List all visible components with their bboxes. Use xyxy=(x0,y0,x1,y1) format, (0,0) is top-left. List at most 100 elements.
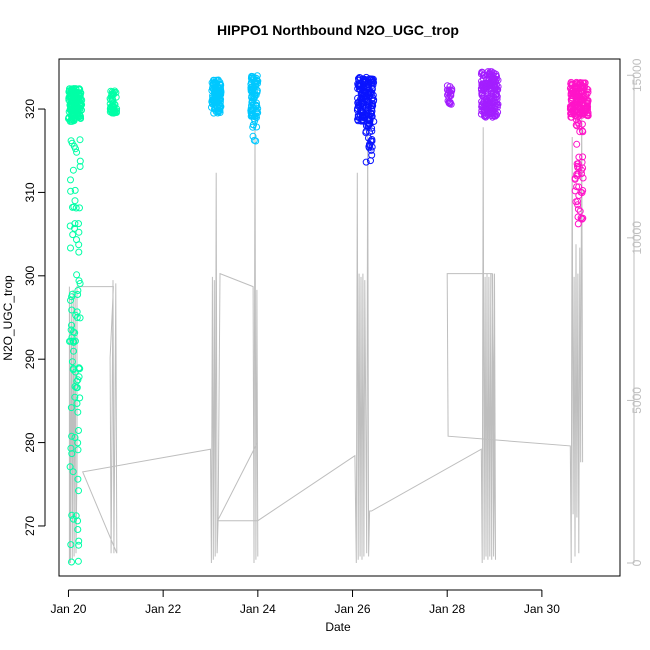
y2-tick-label: 15000 xyxy=(630,58,644,92)
data-point xyxy=(579,187,587,194)
data-point xyxy=(361,113,369,120)
data-point xyxy=(358,107,366,114)
data-point xyxy=(107,92,115,100)
data-point xyxy=(71,197,79,205)
data-point xyxy=(75,248,83,256)
data-point xyxy=(71,224,78,232)
data-point xyxy=(583,106,591,114)
data-point xyxy=(75,228,83,236)
data-point xyxy=(493,86,501,94)
data-point xyxy=(368,109,375,117)
data-point xyxy=(576,128,584,136)
data-point xyxy=(355,75,362,83)
data-point xyxy=(73,108,80,116)
data-point xyxy=(445,87,453,95)
data-point xyxy=(367,76,374,84)
data-point xyxy=(367,146,375,154)
axes-layer: Jan 20 Jan 22 Jan 24 Jan 26 Jan 28 Jan 30 270 2… xyxy=(23,58,644,616)
data-point xyxy=(69,166,77,174)
data-point xyxy=(73,400,81,407)
data-point xyxy=(577,88,585,96)
data-point xyxy=(575,120,583,128)
data-point xyxy=(67,176,74,184)
data-point xyxy=(359,75,367,83)
data-point xyxy=(358,93,366,101)
y-tick-label: 320 xyxy=(23,99,37,119)
points-layer xyxy=(65,68,592,566)
data-point xyxy=(67,337,75,345)
data-point xyxy=(574,205,582,213)
data-point xyxy=(356,82,364,89)
data-point xyxy=(367,112,375,120)
data-point xyxy=(74,287,82,294)
x-tick-label: Jan 24 xyxy=(240,602,276,616)
data-point xyxy=(480,71,488,79)
data-point xyxy=(570,92,578,100)
data-point xyxy=(362,158,370,166)
data-point xyxy=(578,111,586,119)
data-point xyxy=(217,89,225,97)
data-point xyxy=(74,92,82,99)
data-point xyxy=(69,328,77,336)
data-point xyxy=(367,88,375,96)
data-point xyxy=(75,541,83,549)
data-point xyxy=(251,117,259,125)
data-point xyxy=(71,329,79,337)
data-point xyxy=(75,220,82,228)
data-point xyxy=(72,204,80,212)
data-point xyxy=(74,526,82,533)
data-point xyxy=(253,99,260,107)
data-point xyxy=(578,215,586,223)
data-point xyxy=(247,104,255,112)
data-point xyxy=(76,157,84,165)
data-point xyxy=(68,293,76,301)
data-point xyxy=(76,365,84,373)
data-point xyxy=(68,432,76,440)
data-point xyxy=(68,511,76,519)
data-point xyxy=(68,321,75,329)
data-point xyxy=(249,97,257,105)
data-point xyxy=(74,291,82,298)
data-point xyxy=(73,236,80,244)
data-point xyxy=(447,92,455,100)
data-point xyxy=(72,85,80,93)
data-point xyxy=(68,558,75,566)
x-tick-label: Jan 28 xyxy=(429,602,465,616)
data-point xyxy=(578,120,586,128)
data-point xyxy=(66,463,74,471)
y2-tick-label: 5000 xyxy=(630,387,644,414)
data-point xyxy=(76,280,84,287)
data-point xyxy=(566,104,574,112)
data-point xyxy=(370,97,377,105)
y-tick-label: 310 xyxy=(23,182,37,202)
data-point xyxy=(573,140,581,148)
data-point xyxy=(73,308,81,316)
data-point xyxy=(574,201,582,209)
data-point xyxy=(74,557,82,565)
data-point xyxy=(368,137,376,145)
data-point xyxy=(71,186,79,194)
data-point xyxy=(253,114,260,121)
data-point xyxy=(574,160,582,168)
data-point xyxy=(358,91,366,99)
data-point xyxy=(579,153,587,161)
y-tick-label: 300 xyxy=(23,265,37,285)
altitude-layer xyxy=(68,101,584,564)
data-point xyxy=(477,85,485,93)
data-point xyxy=(581,79,589,87)
data-point xyxy=(75,85,83,93)
data-point xyxy=(75,373,83,381)
data-point xyxy=(573,170,581,178)
data-point xyxy=(73,148,81,156)
data-point xyxy=(579,164,587,172)
data-point xyxy=(579,174,587,182)
data-point xyxy=(74,517,82,525)
data-point xyxy=(66,90,74,98)
data-point xyxy=(73,271,81,279)
data-point xyxy=(71,393,79,401)
data-point xyxy=(72,145,79,153)
data-point xyxy=(447,100,455,108)
data-point xyxy=(360,89,368,97)
data-point xyxy=(488,103,496,111)
